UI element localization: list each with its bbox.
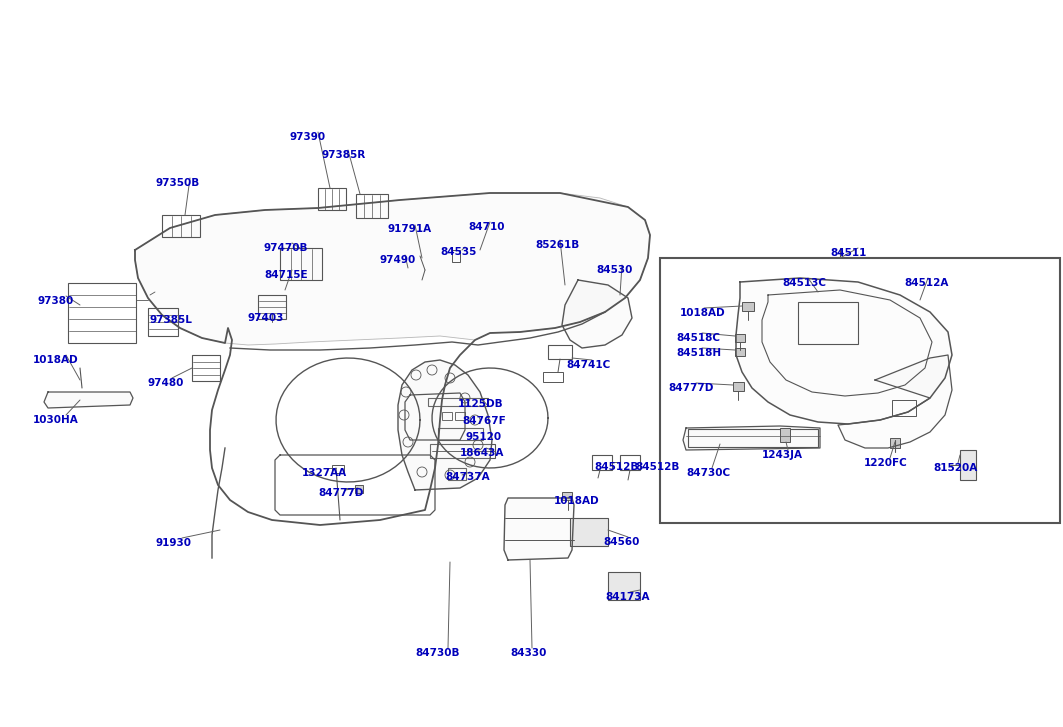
Text: 1243JA: 1243JA — [762, 450, 803, 460]
Bar — [162, 215, 200, 237]
Bar — [318, 188, 345, 210]
Bar — [355, 485, 362, 493]
Text: 1125DB: 1125DB — [458, 399, 504, 409]
Bar — [570, 518, 608, 546]
Text: 84512B: 84512B — [635, 462, 679, 472]
Text: 97380: 97380 — [37, 296, 73, 306]
Bar — [798, 302, 858, 344]
Bar — [258, 295, 286, 319]
Text: 84560: 84560 — [603, 537, 639, 547]
Text: 97385R: 97385R — [322, 150, 367, 160]
Text: 84767F: 84767F — [462, 416, 506, 426]
Text: 1030HA: 1030HA — [33, 415, 79, 425]
Polygon shape — [504, 498, 574, 560]
Bar — [148, 308, 178, 336]
Text: 1327AA: 1327AA — [302, 468, 348, 478]
Text: 91930: 91930 — [155, 538, 191, 548]
Bar — [592, 455, 612, 470]
Text: 97350B: 97350B — [155, 178, 199, 188]
Text: 84512B: 84512B — [594, 462, 639, 472]
Text: 84518C: 84518C — [676, 333, 720, 343]
Bar — [608, 572, 640, 600]
Text: 1018AD: 1018AD — [680, 308, 726, 318]
Bar — [742, 302, 754, 311]
Bar — [960, 450, 976, 480]
Bar — [660, 258, 1060, 523]
Text: 1018AD: 1018AD — [554, 496, 600, 506]
Bar — [733, 382, 744, 391]
Text: 84530: 84530 — [596, 265, 632, 275]
Bar — [890, 438, 900, 448]
Polygon shape — [44, 392, 133, 408]
Polygon shape — [398, 360, 492, 490]
Text: 97470B: 97470B — [264, 243, 308, 253]
Text: 84513C: 84513C — [782, 278, 826, 288]
Bar — [455, 412, 465, 420]
Polygon shape — [838, 355, 952, 448]
Text: 84715E: 84715E — [264, 270, 307, 280]
Text: 1018AD: 1018AD — [33, 355, 79, 365]
Text: 97403: 97403 — [248, 313, 285, 323]
Text: 84535: 84535 — [440, 247, 476, 257]
Text: 1220FC: 1220FC — [864, 458, 908, 468]
Polygon shape — [135, 193, 649, 345]
Bar — [280, 248, 322, 280]
Bar — [356, 194, 388, 218]
Text: 84511: 84511 — [830, 248, 866, 258]
Bar — [431, 444, 495, 458]
Text: 84730B: 84730B — [415, 648, 459, 658]
Text: 81520A: 81520A — [933, 463, 977, 473]
Bar — [192, 355, 220, 381]
Text: 84512A: 84512A — [904, 278, 948, 288]
Text: 84330: 84330 — [510, 648, 546, 658]
Text: 95120: 95120 — [465, 432, 501, 442]
Bar — [562, 492, 572, 500]
Text: 84518H: 84518H — [676, 348, 721, 358]
Bar — [892, 400, 916, 416]
Text: 18643A: 18643A — [460, 448, 504, 458]
Text: 97390: 97390 — [290, 132, 326, 142]
Text: 84730C: 84730C — [686, 468, 730, 478]
Bar — [68, 283, 136, 343]
Text: 84737A: 84737A — [445, 472, 490, 482]
Bar — [428, 398, 488, 406]
Text: 85261B: 85261B — [535, 240, 579, 250]
Bar — [549, 345, 572, 359]
Bar — [543, 372, 563, 382]
Text: 84777D: 84777D — [318, 488, 364, 498]
Text: 97490: 97490 — [379, 255, 417, 265]
Bar — [332, 465, 344, 473]
Text: 84710: 84710 — [468, 222, 505, 232]
Bar — [688, 429, 819, 447]
Bar — [735, 334, 745, 342]
Polygon shape — [562, 280, 632, 348]
Polygon shape — [736, 278, 952, 424]
Bar — [438, 428, 483, 440]
Bar — [620, 455, 640, 470]
Bar — [452, 250, 460, 262]
Bar — [448, 468, 466, 480]
Bar — [735, 348, 745, 356]
Text: 84173A: 84173A — [605, 592, 649, 602]
Text: 97480: 97480 — [148, 378, 184, 388]
Text: 84741C: 84741C — [566, 360, 610, 370]
Bar — [442, 412, 452, 420]
Polygon shape — [684, 426, 820, 450]
Bar — [780, 428, 790, 442]
Text: 91791A: 91791A — [388, 224, 433, 234]
Text: 84777D: 84777D — [668, 383, 713, 393]
Text: 97385L: 97385L — [150, 315, 192, 325]
